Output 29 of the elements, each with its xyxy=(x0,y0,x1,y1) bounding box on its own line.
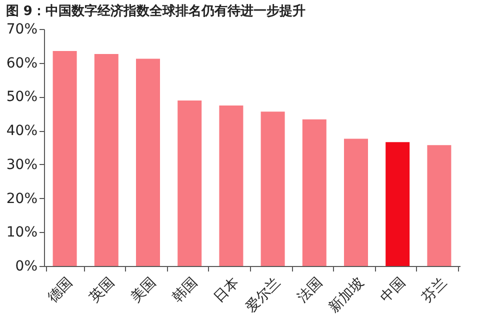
y-tick-label: 0% xyxy=(15,258,38,274)
bar xyxy=(302,119,326,266)
bar xyxy=(136,58,160,266)
bar xyxy=(386,142,410,266)
x-tick-label: 新加坡 xyxy=(326,274,368,316)
x-tick-label: 德国 xyxy=(44,274,76,306)
x-tick-label: 爱尔兰 xyxy=(242,274,284,316)
x-tick-label: 芬兰 xyxy=(419,274,450,306)
x-tick-label: 日本 xyxy=(211,274,242,306)
x-tick-label: 法国 xyxy=(294,274,326,306)
x-tick-label: 韩国 xyxy=(170,274,201,306)
y-tick-label: 70% xyxy=(6,22,38,38)
y-tick-label: 20% xyxy=(6,190,38,207)
bar xyxy=(219,106,244,266)
x-tick-label: 英国 xyxy=(86,274,118,306)
bar xyxy=(427,145,452,266)
bar xyxy=(260,112,285,266)
y-tick-label: 50% xyxy=(6,89,38,106)
bar xyxy=(178,100,202,266)
bar xyxy=(94,54,118,266)
chart-title: 图 9：中国数字经济指数全球排名仍有待进一步提升 xyxy=(6,3,306,19)
y-tick-label: 60% xyxy=(6,55,38,72)
y-tick-label: 40% xyxy=(6,123,38,140)
bar xyxy=(52,51,77,266)
y-tick-label: 10% xyxy=(6,224,38,241)
bar xyxy=(344,138,368,266)
x-tick-label: 美国 xyxy=(128,274,160,306)
x-tick-label: 中国 xyxy=(378,274,409,306)
y-tick-label: 30% xyxy=(6,156,38,173)
